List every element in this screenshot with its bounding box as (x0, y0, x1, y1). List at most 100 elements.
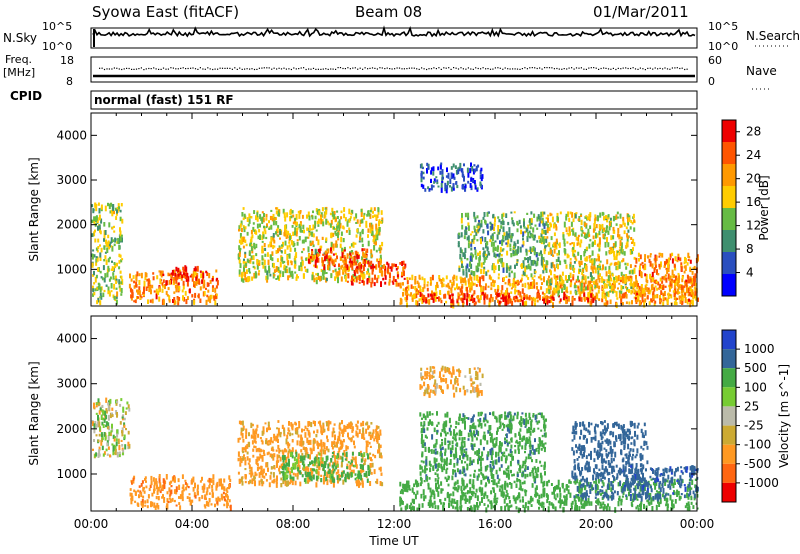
velocity-echo-cell (279, 456, 282, 462)
power-echo-cell (110, 245, 113, 248)
velocity-echo-cell (342, 470, 345, 474)
power-echo-cell (264, 265, 267, 272)
power-echo-cell (255, 215, 257, 221)
freq-dot (652, 68, 654, 70)
power-echo-cell (414, 285, 417, 291)
power-echo-cell (645, 283, 648, 286)
velocity-echo-cell (308, 432, 311, 438)
velocity-echo-cell (316, 465, 319, 469)
power-echo-cell (288, 244, 291, 248)
power-echo-cell (541, 291, 544, 295)
velocity-echo-cell (301, 474, 304, 478)
power-echo-cell (94, 202, 97, 208)
power-echo-cell (363, 253, 366, 259)
power-echo-cell (543, 293, 546, 296)
power-echo-cell (343, 207, 346, 212)
power-echo-cell (581, 271, 584, 276)
freq-dot (433, 67, 435, 69)
power-echo-cell (114, 263, 117, 269)
power-echo-cell (529, 246, 532, 251)
velocity-echo-cell (293, 466, 296, 470)
velocity-echo-cell (345, 445, 348, 451)
power-echo-cell (246, 217, 249, 222)
power-echo-cell (502, 267, 505, 273)
power-echo-cell (336, 223, 339, 229)
power-echo-cell (430, 184, 433, 191)
power-echo-cell (242, 217, 245, 221)
power-echo-cell (270, 237, 273, 242)
velocity-echo-cell (280, 483, 283, 488)
power-echo-cell (261, 255, 264, 261)
power-echo-cell (252, 255, 255, 260)
velocity-echo-cell (302, 461, 305, 464)
power-echo-cell (492, 279, 494, 284)
power-echo-cell (151, 298, 154, 304)
power-echo-cell (475, 232, 478, 236)
power-echo-region (419, 162, 484, 194)
power-echo-cell (378, 247, 381, 251)
velocity-echo-cell (251, 478, 254, 485)
velocity-echo-cell (337, 435, 340, 441)
freq-dot (615, 68, 617, 71)
power-echo-cell (612, 215, 615, 222)
velocity-echo-cell (226, 490, 229, 493)
power-echo-cell (584, 278, 587, 285)
power-echo-region (344, 260, 407, 288)
power-echo-cell (475, 229, 478, 233)
velocity-echo-cell (296, 472, 299, 477)
power-echo-cell (337, 232, 339, 238)
freq-dot (639, 67, 641, 69)
velocity-echo-cell (338, 431, 341, 437)
power-echo-cell (657, 281, 660, 286)
freq-dot (428, 68, 430, 70)
power-echo-cell (449, 185, 451, 188)
power-echo-cell (248, 268, 251, 273)
power-echo-cell (653, 279, 656, 284)
velocity-echo-cell (215, 497, 218, 502)
power-echo-cell (560, 276, 563, 281)
power-echo-cell (624, 279, 627, 282)
velocity-echo-cell (157, 505, 160, 510)
power-echo-cell (290, 260, 293, 266)
power-echo-cell (271, 216, 274, 222)
velocity-echo-cell (114, 445, 117, 450)
power-echo-cell (363, 261, 366, 267)
power-echo-cell (265, 225, 268, 229)
power-echo-cell (458, 293, 461, 297)
velocity-echo-cell (266, 452, 269, 456)
freq-label: Freq. (5, 53, 32, 66)
velocity-echo-cell (362, 420, 365, 427)
velocity-echo-cell (240, 458, 243, 462)
power-echo-cell (196, 265, 199, 272)
power-echo-cell (466, 300, 469, 306)
power-echo-cell (526, 296, 529, 300)
power-echo-cell (324, 255, 327, 260)
power-echo-cell (662, 301, 665, 306)
velocity-echo-cell (326, 455, 329, 461)
velocity-echo-cell (313, 461, 316, 467)
power-echo-cell (607, 230, 610, 235)
velocity-echo-cell (271, 454, 274, 459)
power-echo-cell (584, 232, 586, 237)
power-echo-cell (209, 298, 212, 304)
power-echo-cell (502, 262, 505, 268)
velocity-echo-cell (309, 454, 311, 460)
nsky-left-bottom: 10^0 (42, 40, 72, 53)
power-echo-cell (432, 298, 435, 303)
power-echo-cell (178, 286, 181, 292)
velocity-echo-cell (355, 461, 357, 466)
power-echo-cell (539, 238, 542, 243)
freq-dot (153, 67, 155, 69)
power-echo-cell (525, 249, 528, 256)
velocity-echo-cell (259, 455, 262, 459)
power-echo-cell (430, 170, 433, 175)
power-echo-cell (547, 278, 550, 281)
velocity-echo-cell (276, 463, 279, 468)
power-echo-cell (492, 213, 495, 219)
freq-dot (251, 68, 253, 70)
velocity-echo-cell (250, 466, 253, 471)
power-echo-cell (471, 253, 473, 260)
power-echo-cell (450, 176, 453, 179)
power-echo-cell (585, 223, 588, 226)
power-echo-cell (253, 210, 256, 214)
